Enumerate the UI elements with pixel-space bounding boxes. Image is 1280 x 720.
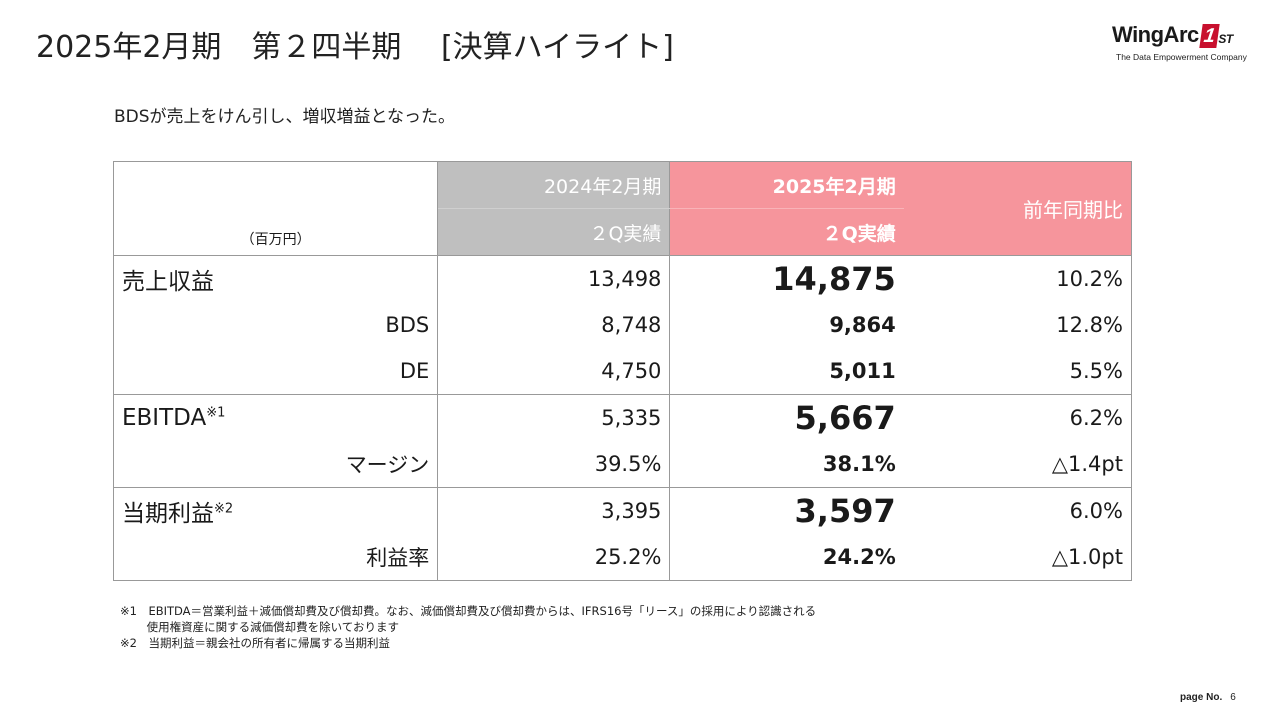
cur-value: 24.2% [822, 545, 896, 569]
row-label-cell: EBITDA※1 [113, 394, 439, 441]
cur-value: 9,864 [829, 313, 896, 337]
header-yoy: 前年同期比 [903, 161, 1132, 256]
unit-label: （百万円） [113, 161, 439, 256]
prev-value: 39.5% [437, 441, 671, 488]
footnotes: ※1 EBITDA＝営業利益＋減価償却費及び償却費。なお、減価償却費及び償却費か… [120, 603, 816, 651]
row-label: マージン [113, 441, 439, 488]
table-row-revenue: 売上収益 13,498 14,875 10.2% [113, 255, 1132, 302]
yoy-value: 5.5% [1069, 359, 1123, 383]
table-row-ebitda: EBITDA※1 5,335 5,667 6.2% [113, 394, 1132, 441]
prev-value: 25.2% [437, 534, 671, 581]
row-label: 当期利益 [122, 501, 214, 527]
prev-value: 8,748 [437, 302, 671, 348]
header-cur-period: 2025年2月期 [669, 161, 904, 209]
header-prev-period: 2024年2月期 [437, 161, 671, 209]
cur-value: 14,875 [669, 255, 904, 302]
yoy-value: 6.2% [903, 394, 1132, 441]
cur-value: 5,667 [669, 394, 904, 441]
footnote-marker: ※2 [214, 501, 234, 517]
yoy-value: △1.0pt [1051, 545, 1123, 569]
logo-mark: 1 [1199, 24, 1220, 48]
table-row-net-income: 当期利益※2 3,395 3,597 6.0% [113, 487, 1132, 534]
logo-tagline: The Data Empowerment Company [1116, 52, 1247, 62]
company-logo: WingArc 1 ST The Data Empowerment Company [1112, 22, 1252, 78]
page-number: page No. 6 [1180, 692, 1236, 703]
row-label: 利益率 [113, 534, 439, 581]
cur-value: 3,597 [669, 487, 904, 534]
yoy-value: 10.2% [903, 255, 1132, 302]
prev-value: 3,395 [437, 487, 671, 534]
row-label-cell: 当期利益※2 [113, 487, 439, 534]
yoy-value: 6.0% [903, 487, 1132, 534]
footnote-marker: ※1 [206, 405, 226, 421]
header-prev-sub: ２Q実績 [437, 208, 671, 256]
footnote-1: ※1 EBITDA＝営業利益＋減価償却費及び償却費。なお、減価償却費及び償却費か… [120, 604, 817, 618]
yoy-value: 12.8% [1056, 313, 1123, 337]
row-label: 売上収益 [113, 255, 439, 302]
row-label: DE [113, 348, 439, 395]
financial-highlights-table: （百万円） 2024年2月期 2025年2月期 前年同期比 ２Q実績 ２Q実績 … [113, 161, 1132, 581]
table-row-profit-rate: 利益率 25.2% 24.2% △1.0pt [113, 534, 1132, 581]
table-row-de: DE 4,750 5,011 5.5% [113, 348, 1132, 395]
footnote-1-cont: 使用権資産に関する減価償却費を除いております [120, 620, 399, 634]
row-label: EBITDA [122, 405, 207, 431]
row-label: BDS [113, 302, 439, 348]
prev-value: 4,750 [437, 348, 671, 395]
header-row-1: （百万円） 2024年2月期 2025年2月期 前年同期比 [113, 161, 1132, 256]
logo-wordmark: WingArc 1 ST [1112, 22, 1252, 48]
table-row-bds: BDS 8,748 9,864 12.8% [113, 302, 1132, 348]
table-row-margin: マージン 39.5% 38.1% △1.4pt [113, 441, 1132, 488]
cur-value: 5,011 [829, 359, 896, 383]
header-row-2: ２Q実績 ２Q実績 [114, 208, 1132, 256]
summary-text: BDSが売上をけん引し、増収増益となった。 [114, 107, 456, 127]
cur-value: 38.1% [822, 452, 896, 476]
prev-value: 13,498 [437, 255, 671, 302]
prev-value: 5,335 [437, 394, 671, 441]
yoy-value: △1.4pt [1051, 452, 1123, 476]
page-title: 2025年2月期 第２四半期 [決算ハイライト] [36, 30, 674, 65]
page-label: page No. [1180, 692, 1223, 703]
page-value: 6 [1230, 692, 1236, 703]
footnote-2: ※2 当期利益＝親会社の所有者に帰属する当期利益 [120, 636, 390, 650]
logo-sup: ST [1218, 32, 1233, 46]
header-cur-sub: ２Q実績 [669, 208, 904, 256]
logo-text: WingArc [1112, 22, 1199, 47]
